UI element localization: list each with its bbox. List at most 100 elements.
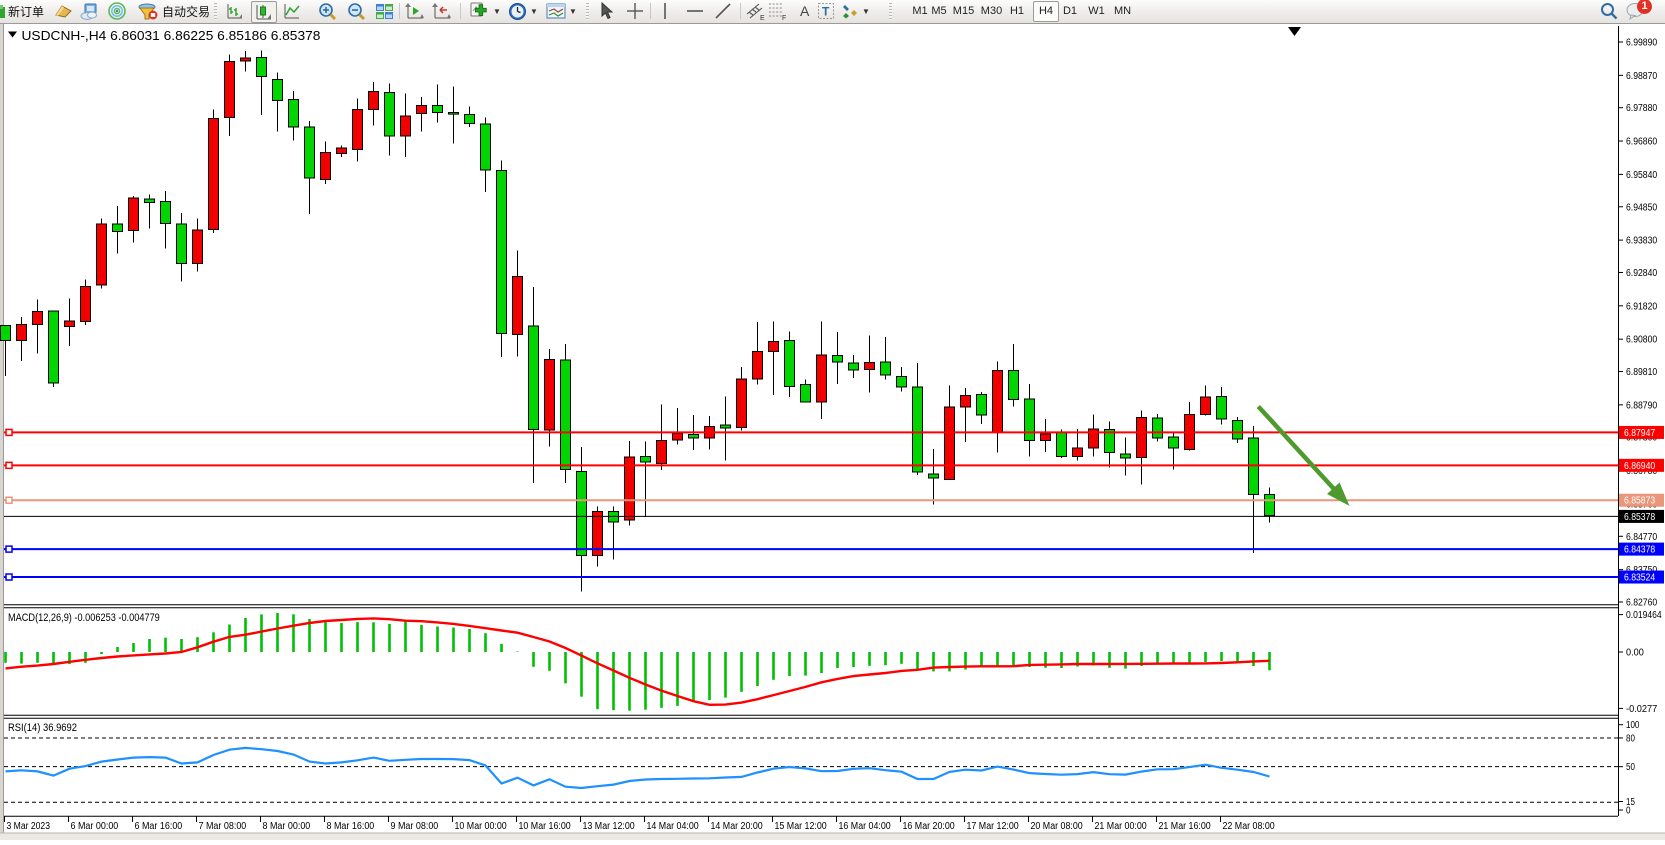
horizontal-line-tool-button[interactable] (686, 1, 704, 21)
candlestick (1104, 421, 1115, 468)
line-handle[interactable] (5, 545, 13, 553)
arrows-tool-button[interactable]: ▼ (841, 1, 870, 21)
new-order-button[interactable]: 新订单 (8, 1, 44, 21)
timeframe-H1-button[interactable]: H1 (1009, 5, 1025, 17)
macd-axis-label: 0.00 (1626, 648, 1644, 659)
line-chart-mode-button[interactable] (283, 1, 301, 21)
candlestick (400, 93, 411, 158)
new-order-part-icon (0, 1, 6, 21)
time-axis-label: 8 Mar 16:00 (327, 821, 375, 832)
price-tag: 6.84378 (1619, 542, 1664, 556)
trend-arrow-object[interactable] (1256, 404, 1350, 506)
macd-axis-label: -0.0277 (1626, 704, 1658, 715)
candlestick (464, 106, 475, 127)
candlestick (144, 194, 155, 229)
text-label-tool-button[interactable]: T (817, 1, 835, 21)
time-axis-label: 14 Mar 04:00 (647, 821, 700, 832)
candlestick (384, 83, 395, 156)
price-axis-label: 6.88790 (1626, 400, 1658, 411)
horizontal-line-object[interactable] (4, 545, 1618, 553)
horizontal-line-object[interactable] (4, 428, 1618, 437)
text-tool-button[interactable]: A (798, 1, 812, 21)
search-icon[interactable] (1599, 1, 1619, 21)
time-axis-label: 16 Mar 20:00 (903, 821, 956, 832)
time-axis-label: 9 Mar 08:00 (391, 821, 439, 832)
fibonacci-tool-button[interactable]: F (768, 1, 788, 21)
add-indicator-button[interactable]: ▼ (468, 1, 501, 21)
crosshair-tool-button[interactable] (626, 1, 644, 21)
horizontal-line-object[interactable] (4, 461, 1618, 470)
tile-windows-button[interactable] (375, 1, 394, 21)
time-axis-label: 3 Mar 2023 (7, 821, 51, 832)
candlestick (512, 250, 523, 357)
time-axis-label: 16 Mar 04:00 (839, 821, 892, 832)
candlestick (880, 337, 891, 380)
history-folder-icon[interactable] (54, 1, 73, 21)
candlestick (896, 367, 907, 392)
notification-badge: 1 (1637, 0, 1652, 14)
zoom-out-button[interactable] (347, 1, 366, 21)
line-handle[interactable] (5, 428, 13, 437)
svg-text:6.85873: 6.85873 (1624, 496, 1656, 507)
time-axis-label: 7 Mar 08:00 (199, 821, 247, 832)
toolbar-separator (399, 3, 400, 19)
candlestick (1200, 385, 1211, 416)
rsi-axis-label: 0 (1626, 806, 1631, 817)
cursor-tool-button[interactable] (599, 1, 613, 21)
template-button[interactable]: ▼ (546, 1, 577, 21)
trendline-tool-button[interactable] (714, 1, 732, 21)
timeframe-W1-button[interactable]: W1 (1088, 5, 1105, 17)
terminal-cloud-icon[interactable] (80, 1, 99, 21)
timeframe-M5-button[interactable]: M5 (931, 5, 947, 17)
candlestick (224, 54, 235, 136)
price-axis-label: 6.99890 (1626, 38, 1658, 49)
timeframe-D1-button[interactable]: D1 (1062, 5, 1078, 17)
candlestick (16, 316, 27, 362)
horizontal-line-object[interactable] (4, 496, 1618, 504)
candlestick (560, 344, 571, 484)
price-tag: 6.86940 (1619, 458, 1664, 472)
timeframe-MN-button[interactable]: MN (1113, 5, 1132, 17)
line-handle[interactable] (5, 573, 13, 581)
candlestick (1056, 429, 1067, 458)
auto-trading-button[interactable]: 自动交易 (138, 1, 210, 21)
time-axis-label: 20 Mar 08:00 (1031, 821, 1084, 832)
chart-shift-button[interactable] (405, 1, 425, 21)
candlestick (544, 349, 555, 447)
svg-text:A: A (800, 3, 810, 19)
bar-chart-mode-button[interactable] (226, 1, 244, 21)
time-axis-label: 22 Mar 08:00 (1223, 821, 1276, 832)
timeframes-clock-button[interactable]: ▼ (508, 1, 538, 21)
equidistant-channel-tool-button[interactable]: E (746, 1, 766, 21)
line-handle[interactable] (5, 496, 13, 504)
caret-down-icon: ▼ (862, 6, 870, 16)
candlestick (976, 391, 987, 424)
timeframe-H4-button[interactable]: H4 (1033, 1, 1059, 22)
time-axis-label: 21 Mar 00:00 (1095, 821, 1148, 832)
auto-scroll-button[interactable] (432, 1, 452, 21)
candlestick (800, 379, 811, 403)
candlestick (112, 206, 123, 254)
chart-canvas[interactable]: 6.99890 6.98870 6.97880 6.96860 6.95840 6.948… (0, 24, 1665, 840)
toolbar-grip (213, 3, 218, 20)
candlestick (448, 86, 459, 144)
price-axis-label: 6.97880 (1626, 103, 1658, 114)
candle-chart-mode-button[interactable] (251, 1, 277, 23)
candlestick (1216, 386, 1227, 425)
candlestick (0, 324, 11, 377)
horizontal-line-object[interactable] (4, 573, 1618, 581)
line-handle[interactable] (5, 461, 13, 470)
price-axis-label: 6.98870 (1626, 71, 1658, 82)
timeframe-M1-button[interactable]: M1 (912, 5, 928, 17)
chat-notification-button[interactable]: 1 (1626, 0, 1652, 21)
vertical-line-tool-button[interactable] (660, 1, 670, 21)
rsi-axis-label: 100 (1626, 720, 1640, 731)
chart-shift-marker[interactable] (1288, 27, 1301, 36)
timeframe-M15-button[interactable]: M15 (952, 5, 975, 17)
zoom-in-button[interactable] (318, 1, 337, 21)
timeframe-M30-button[interactable]: M30 (980, 5, 1003, 17)
collapse-triangle-icon[interactable] (8, 31, 17, 38)
market-radar-icon[interactable] (108, 1, 126, 21)
toolbar-separator (740, 3, 741, 19)
